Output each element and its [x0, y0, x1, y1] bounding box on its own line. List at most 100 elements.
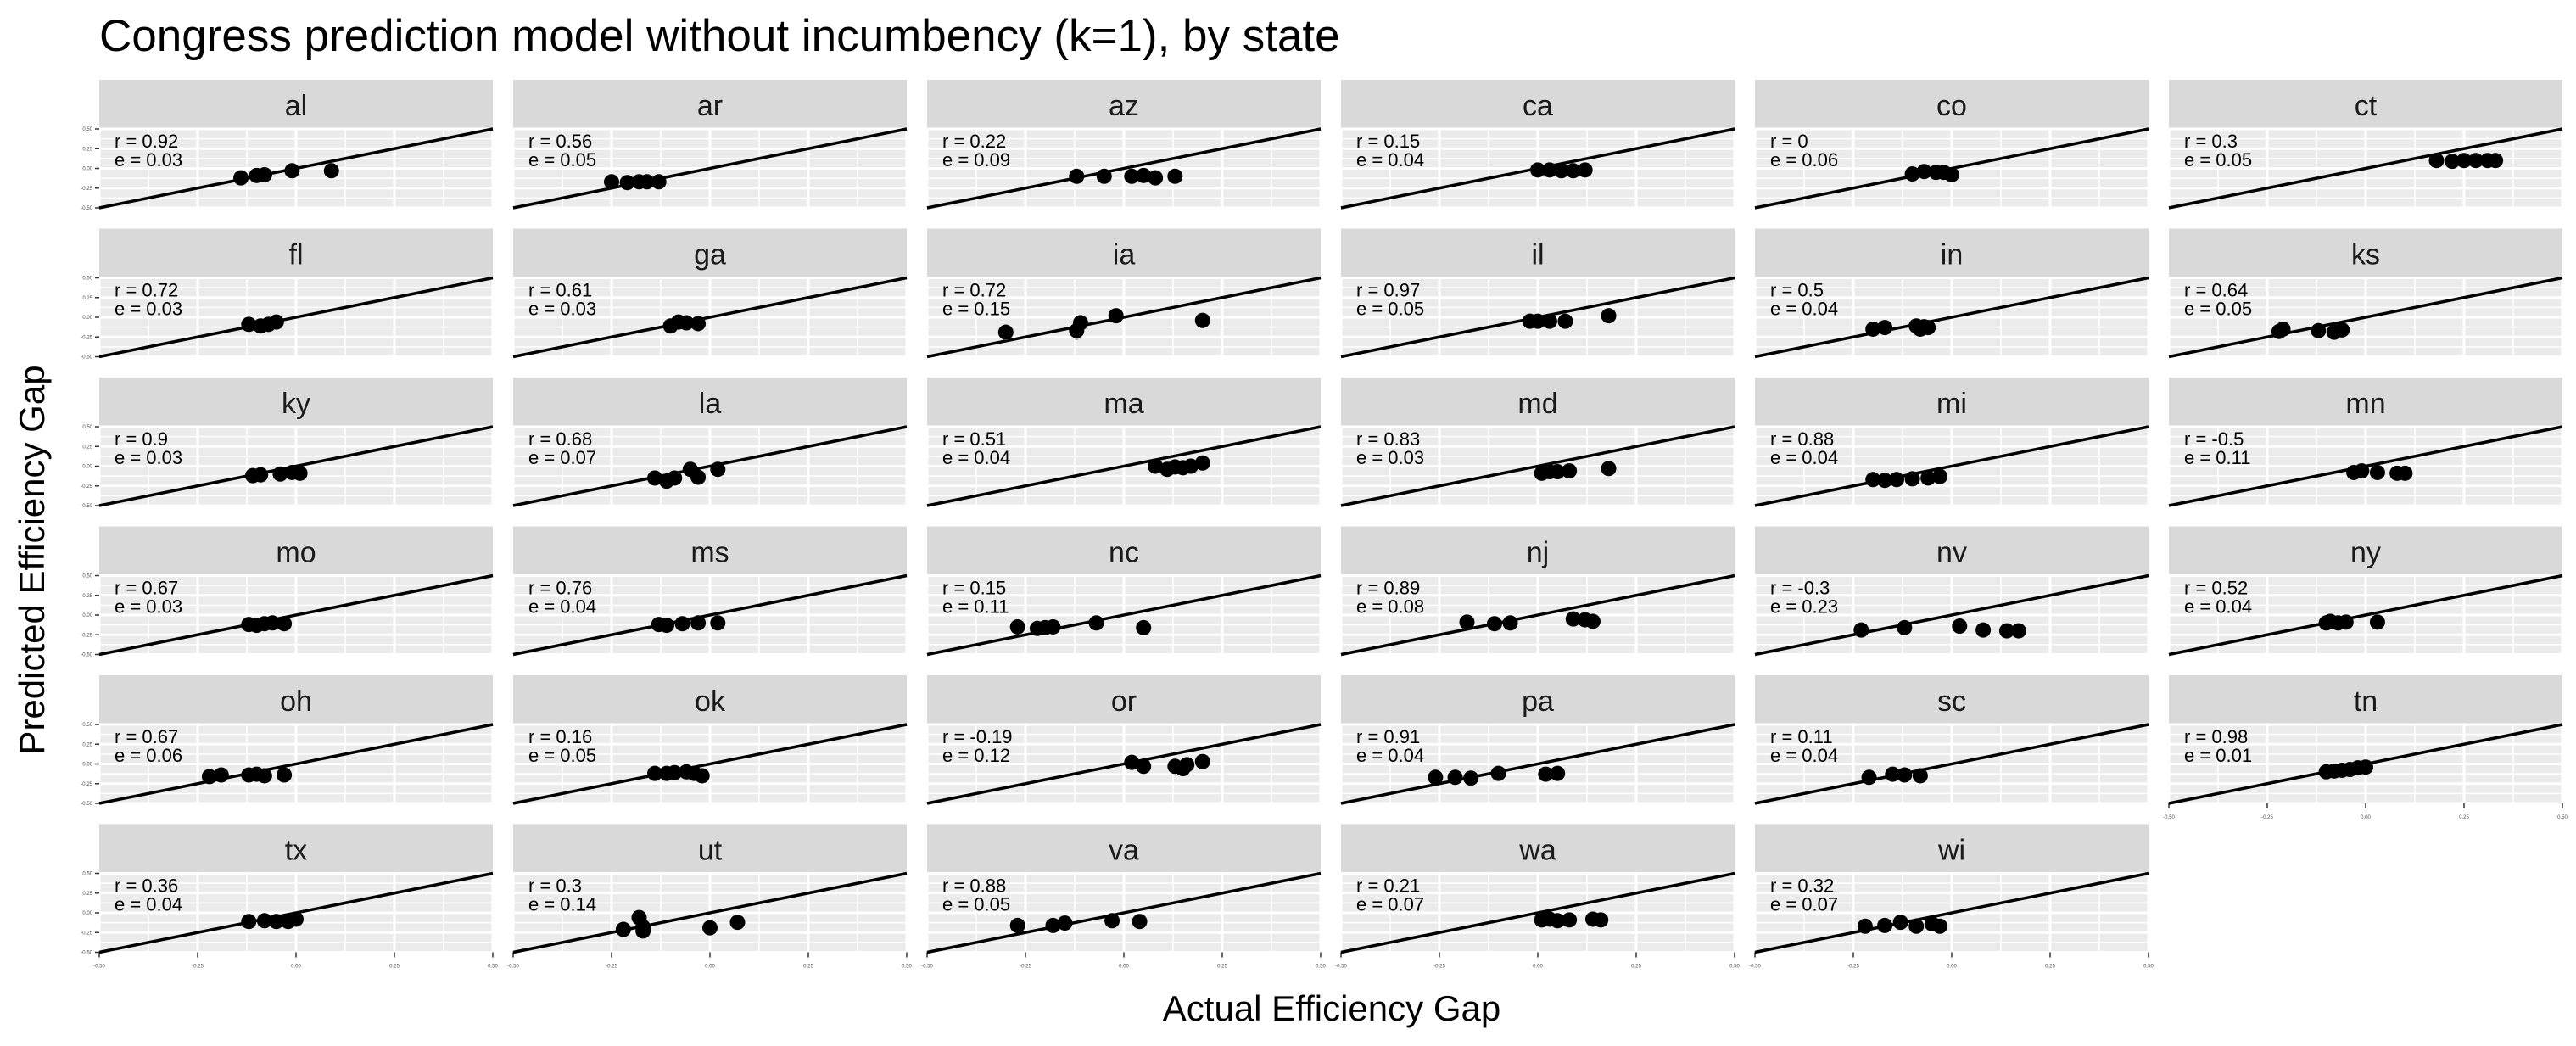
data-point: [1861, 769, 1877, 786]
data-point: [1932, 468, 1948, 484]
y-tick-label: -0.25: [81, 633, 92, 638]
data-point: [604, 174, 619, 190]
correlation-label: r = 0.56: [528, 131, 592, 152]
facet-strip: [2169, 526, 2562, 576]
data-point: [1932, 918, 1948, 934]
y-tick-label: -0.50: [81, 653, 92, 658]
facet-panel-ct: ct r = 0.3e = 0.05: [2167, 80, 2564, 210]
facet-strip-label: oh: [280, 685, 312, 718]
reference-line: [512, 425, 908, 507]
correlation-label: r = 0.97: [1356, 280, 1420, 301]
y-tick-label: -0.25: [81, 187, 92, 192]
error-label: e = 0.03: [528, 299, 596, 320]
data-point: [2445, 154, 2461, 170]
y-tick-label: 0.25: [82, 892, 92, 897]
x-tick-label: 0.25: [1217, 965, 1227, 970]
data-point: [277, 616, 293, 632]
facet-strip: [2169, 228, 2562, 278]
y-tick-label: 0.25: [82, 594, 92, 599]
x-tick-label: -0.25: [2261, 815, 2273, 820]
facet-strip-label: il: [1531, 239, 1544, 271]
facet-strip-label: ut: [698, 835, 723, 867]
data-point: [1865, 472, 1881, 488]
data-point: [233, 170, 249, 186]
data-point: [2358, 759, 2373, 775]
y-tick-label: 0.25: [82, 742, 92, 747]
reference-line: [1754, 871, 2149, 954]
x-tick-label: 0.25: [2045, 965, 2055, 970]
data-point: [1550, 913, 1566, 929]
correlation-label: r = 0.15: [1356, 131, 1420, 152]
reference-line: [926, 276, 1322, 359]
data-point: [2010, 623, 2026, 639]
data-point: [1057, 915, 1073, 931]
facet-strip-label: md: [1517, 388, 1557, 420]
data-point: [1194, 753, 1210, 769]
data-point: [2488, 153, 2504, 169]
facet-strip: [99, 675, 493, 724]
x-tick-label: 0.25: [1631, 965, 1641, 970]
data-point: [667, 470, 683, 486]
facet-strip: [927, 228, 1321, 278]
data-point: [1853, 622, 1869, 638]
facet-strip: [1755, 378, 2149, 427]
correlation-label: r = 0.52: [2184, 578, 2248, 599]
reference-line: [1754, 276, 2149, 359]
data-point: [1904, 471, 1920, 487]
facet-panel-mn: mn r = -0.5e = 0.11: [2167, 378, 2564, 507]
facet-strip-label: mo: [276, 537, 316, 569]
reference-line: [512, 127, 908, 210]
data-point: [1459, 614, 1475, 630]
correlation-label: r = 0.3: [2184, 131, 2238, 152]
facet-panel-in: in r = 0.5e = 0.04: [1753, 228, 2150, 359]
x-tick-label: 0.00: [1947, 965, 1957, 970]
y-tick-label: 0.50: [82, 277, 92, 282]
correlation-label: r = 0.83: [1356, 428, 1420, 450]
facet-strip: [513, 378, 907, 427]
data-point: [674, 616, 690, 632]
data-point: [1897, 619, 1913, 635]
facet-strip: [513, 675, 907, 724]
y-tick-label: -0.50: [81, 206, 92, 211]
facet-strip-label: ar: [697, 90, 723, 122]
data-point: [1088, 615, 1104, 631]
data-point: [265, 615, 281, 631]
reference-line: [926, 425, 1322, 507]
data-point: [1857, 918, 1873, 934]
data-point: [1885, 766, 1901, 782]
x-tick-label: 0.50: [2143, 965, 2154, 970]
correlation-label: r = 0.72: [115, 280, 178, 301]
facet-strip-label: ma: [1104, 388, 1143, 420]
error-label: e = 0.04: [1356, 745, 1424, 766]
facet-strip-label: ga: [694, 239, 726, 271]
x-tick-label: -0.25: [606, 965, 617, 970]
data-point: [1194, 455, 1210, 471]
data-point: [694, 768, 710, 784]
reference-line: [2168, 127, 2563, 210]
error-label: e = 0.05: [2184, 149, 2252, 171]
data-point: [1584, 613, 1601, 629]
data-point: [1148, 458, 1164, 474]
y-tick-label: 0.50: [82, 872, 92, 877]
y-tick-label: -0.50: [81, 951, 92, 956]
reference-line: [926, 871, 1322, 954]
facet-panel-ky: ky -0.50 -0.25 0.00 0.25 0.50 r = 0.9e = 0.03: [81, 378, 495, 509]
correlation-label: r = 0.3: [528, 875, 582, 897]
x-tick-label: -0.50: [93, 965, 105, 970]
reference-line: [98, 276, 494, 359]
correlation-label: r = 0.9: [115, 428, 168, 450]
data-point: [1428, 769, 1444, 786]
facet-strip-label: tx: [285, 835, 307, 867]
error-label: e = 0.04: [942, 447, 1010, 468]
facet-strip: [1341, 526, 1735, 576]
data-point: [1009, 618, 1025, 635]
data-point: [272, 466, 288, 482]
data-point: [1562, 912, 1578, 928]
facet-panel-ia: ia r = 0.72e = 0.15: [925, 228, 1322, 359]
data-point: [1601, 461, 1617, 477]
facet-strip: [513, 80, 907, 129]
facet-strip-label: az: [1109, 90, 1139, 122]
data-point: [1897, 767, 1913, 783]
error-label: e = 0.11: [2184, 447, 2251, 468]
x-tick-label: 0.25: [803, 965, 813, 970]
